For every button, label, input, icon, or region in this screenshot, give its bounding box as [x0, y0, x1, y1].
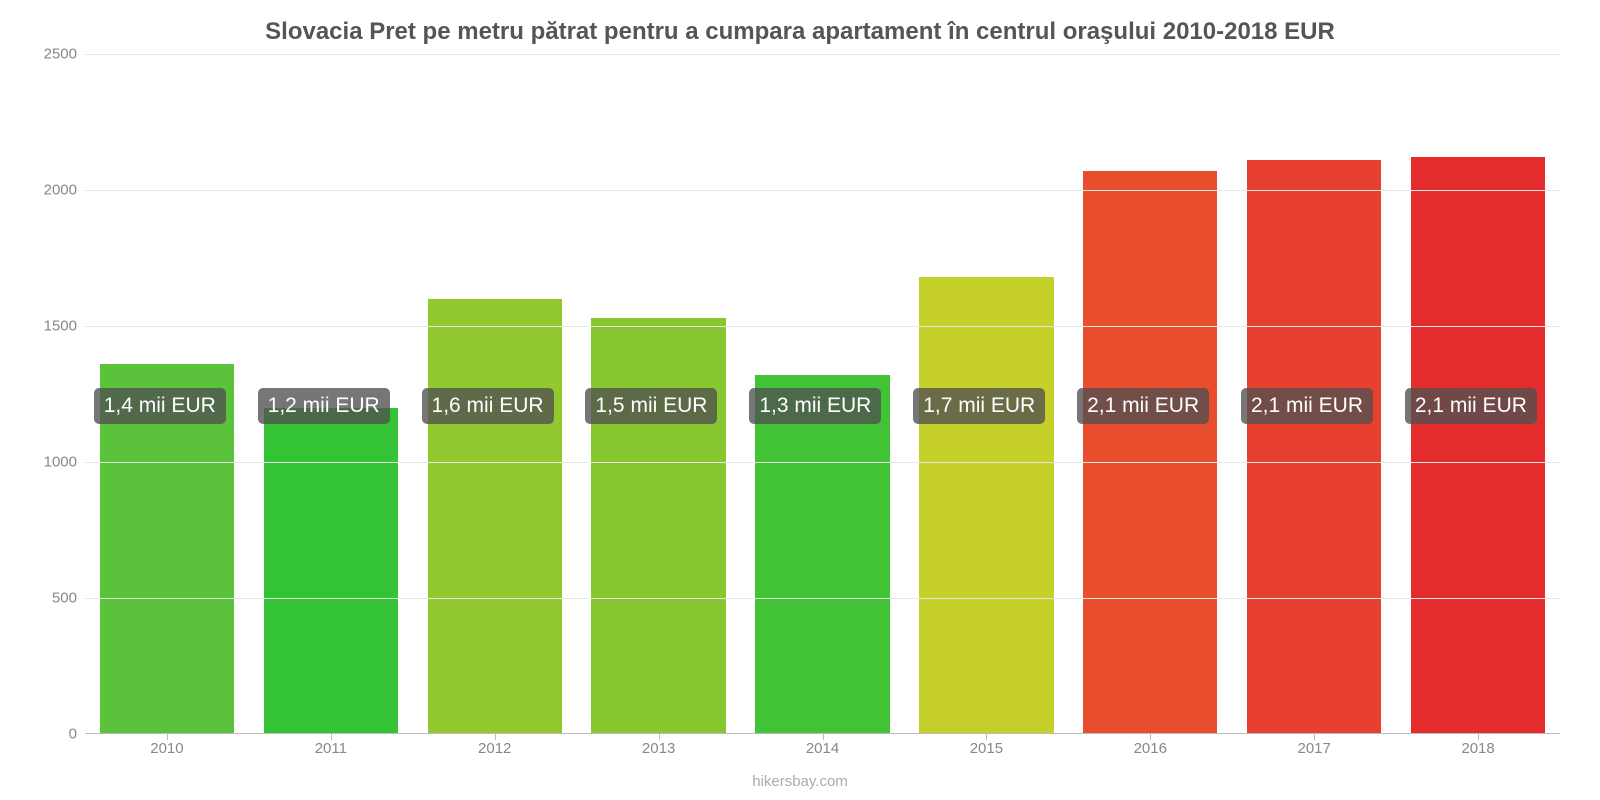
bar-slot: 1,2 mii EUR — [249, 54, 413, 734]
x-tick-label: 2018 — [1396, 740, 1560, 757]
bar-value-label: 1,4 mii EUR — [94, 388, 226, 424]
y-tick-label: 1000 — [44, 454, 77, 471]
y-tick-label: 1500 — [44, 318, 77, 335]
y-axis: 05001000150020002500 — [30, 54, 85, 734]
y-tick-label: 500 — [52, 590, 77, 607]
chart-footer: hikersbay.com — [0, 773, 1600, 790]
bar-value-label: 2,1 mii EUR — [1405, 388, 1537, 424]
grid-line — [85, 326, 1560, 327]
bar: 1,2 mii EUR — [264, 408, 398, 734]
bar: 1,4 mii EUR — [100, 364, 234, 734]
bars-area: 1,4 mii EUR1,2 mii EUR1,6 mii EUR1,5 mii… — [85, 54, 1560, 734]
x-tick-label: 2010 — [85, 740, 249, 757]
x-tick-label: 2014 — [741, 740, 905, 757]
bar-slot: 1,5 mii EUR — [577, 54, 741, 734]
chart-container: Slovacia Pret pe metru pătrat pentru a c… — [0, 0, 1600, 800]
bar-slot: 1,7 mii EUR — [904, 54, 1068, 734]
bar: 1,3 mii EUR — [755, 375, 889, 734]
x-tick-label: 2015 — [904, 740, 1068, 757]
x-tick-label: 2017 — [1232, 740, 1396, 757]
grid-line — [85, 54, 1560, 55]
bar-value-label: 1,3 mii EUR — [749, 388, 881, 424]
x-tick-label: 2013 — [577, 740, 741, 757]
bar: 1,7 mii EUR — [919, 277, 1053, 734]
bar-value-label: 1,2 mii EUR — [258, 388, 390, 424]
bar-value-label: 2,1 mii EUR — [1241, 388, 1373, 424]
bar-value-label: 1,5 mii EUR — [585, 388, 717, 424]
grid-line — [85, 190, 1560, 191]
bar: 2,1 mii EUR — [1247, 160, 1381, 734]
grid-line — [85, 462, 1560, 463]
bar: 2,1 mii EUR — [1083, 171, 1217, 734]
y-tick-label: 2000 — [44, 182, 77, 199]
plot-area: 05001000150020002500 1,4 mii EUR1,2 mii … — [85, 54, 1560, 734]
bar-slot: 1,4 mii EUR — [85, 54, 249, 734]
bar-slot: 2,1 mii EUR — [1068, 54, 1232, 734]
bar-value-label: 1,6 mii EUR — [422, 388, 554, 424]
bar: 1,5 mii EUR — [591, 318, 725, 734]
x-tick-label: 2011 — [249, 740, 413, 757]
bar-value-label: 1,7 mii EUR — [913, 388, 1045, 424]
bar: 1,6 mii EUR — [428, 299, 562, 734]
grid-line — [85, 598, 1560, 599]
x-tick-label: 2012 — [413, 740, 577, 757]
y-tick-label: 2500 — [44, 46, 77, 63]
bar: 2,1 mii EUR — [1411, 157, 1545, 734]
bar-slot: 1,6 mii EUR — [413, 54, 577, 734]
bar-slot: 1,3 mii EUR — [741, 54, 905, 734]
chart-title: Slovacia Pret pe metru pătrat pentru a c… — [30, 18, 1570, 46]
bar-slot: 2,1 mii EUR — [1396, 54, 1560, 734]
x-axis: 201020112012201320142015201620172018 — [85, 740, 1560, 757]
bar-value-label: 2,1 mii EUR — [1077, 388, 1209, 424]
x-tick-label: 2016 — [1068, 740, 1232, 757]
bar-slot: 2,1 mii EUR — [1232, 54, 1396, 734]
y-tick-label: 0 — [69, 726, 77, 743]
